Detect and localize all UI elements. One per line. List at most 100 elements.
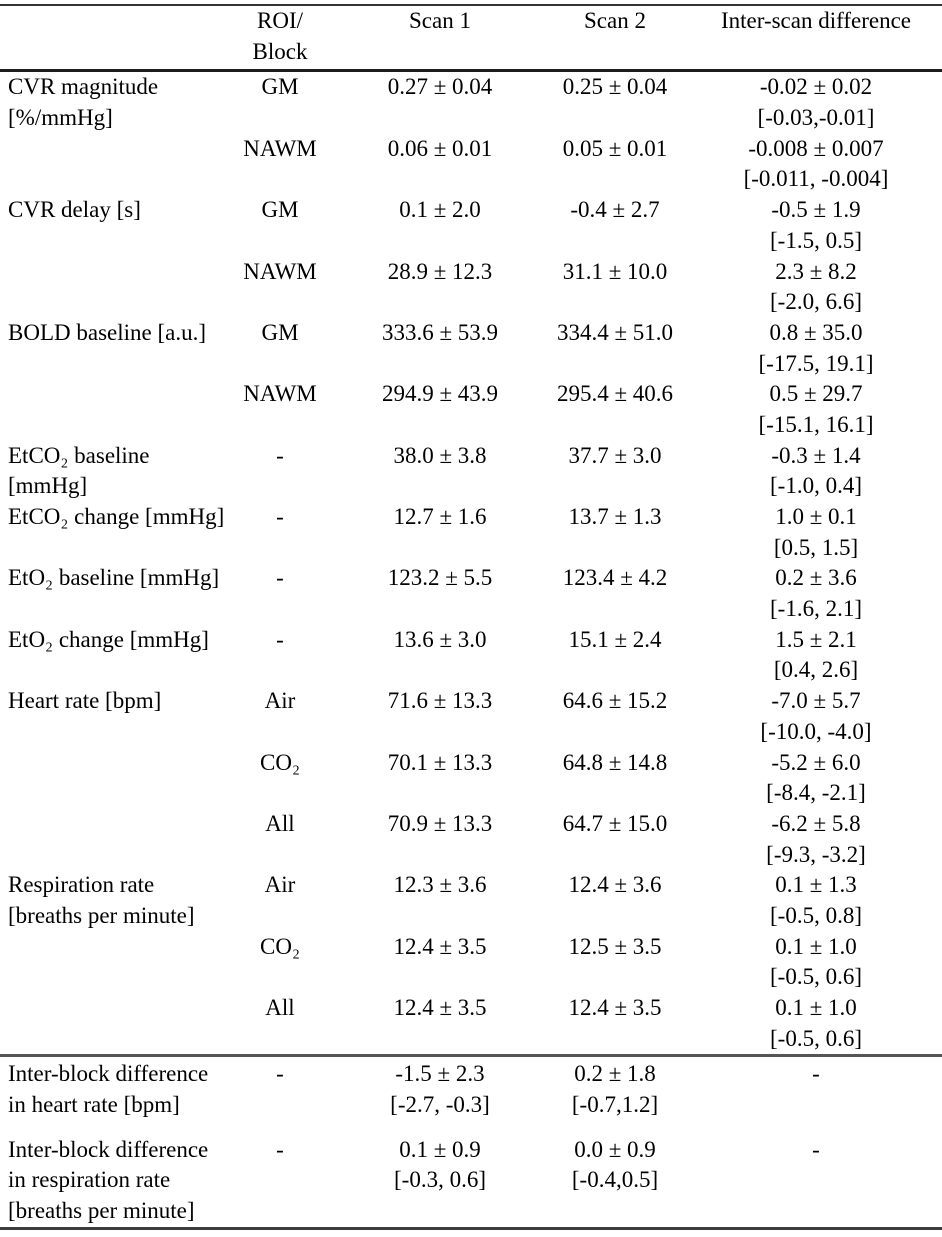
diff-ci: [-1.6, 2.1] <box>770 596 862 622</box>
scan2-value: -0.4 ± 2.7 <box>570 197 660 223</box>
cell-scan1: 294.9 ± 43.9 <box>340 379 540 440</box>
cell-parameter-label: Inter-block difference in respiration ra… <box>0 1121 220 1229</box>
scan1-value: 70.9 ± 13.3 <box>387 810 493 836</box>
cell-diff: 0.1 ± 1.0 [-0.5, 0.6] <box>690 993 942 1056</box>
cell-scan2: 64.7 ± 15.0 <box>540 809 690 870</box>
table-row: CVR magnitude [%/mmHg] GM 0.27 ± 0.04 0.… <box>0 71 942 134</box>
diff-value: 0.8 ± 35.0 <box>769 319 863 345</box>
scan1-value: 0.1 ± 0.9 <box>399 1136 481 1162</box>
diff-ci: [0.5, 1.5] <box>773 534 859 560</box>
cell-scan2: 31.1 ± 10.0 <box>540 257 690 318</box>
header-row: ROI/ Block Scan 1 Scan 2 Inter-scan diff… <box>0 5 942 71</box>
scan2-value: 31.1 ± 10.0 <box>562 258 668 284</box>
diff-value: - <box>812 1061 820 1087</box>
cell-diff: - <box>690 1056 942 1121</box>
cell-diff: -0.02 ± 0.02 [-0.03,-0.01] <box>690 71 942 134</box>
roi-value: Air <box>264 872 296 898</box>
diff-ci: [-0.5, 0.6] <box>770 964 862 990</box>
roi-value: CO₂ <box>260 933 300 959</box>
cell-scan2: 0.0 ± 0.9 [-0.4,0.5] <box>540 1121 690 1229</box>
cell-parameter-label: Inter-block difference in heart rate [bp… <box>0 1056 220 1121</box>
group-respiration-rate: Respiration rate [breaths per minute] Ai… <box>0 870 942 1056</box>
scan2-value: 15.1 ± 2.4 <box>568 626 662 652</box>
cell-diff: 0.5 ± 29.7 [-15.1, 16.1] <box>690 379 942 440</box>
table-row: EtCO₂ baseline [mmHg] - 38.0 ± 3.8 37.7 … <box>0 441 942 502</box>
cell-scan1: 12.7 ± 1.6 <box>340 502 540 563</box>
cell-roi: - <box>220 1121 340 1229</box>
cell-roi: - <box>220 1056 340 1121</box>
scan1-value: 0.06 ± 0.01 <box>387 135 493 161</box>
parameter-label-line: [%/mmHg] <box>8 105 113 131</box>
diff-value: -0.5 ± 1.9 <box>771 197 861 223</box>
roi-value: - <box>276 504 284 529</box>
diff-value: -0.3 ± 1.4 <box>771 442 861 468</box>
parameter-label-line: EtCO₂ baseline <box>8 442 150 468</box>
table-row: BOLD baseline [a.u.] GM 333.6 ± 53.9 334… <box>0 318 942 379</box>
parameter-label-line: Heart rate [bpm] <box>8 688 162 714</box>
scan2-value: 334.4 ± 51.0 <box>556 319 674 345</box>
scan2-value: 0.25 ± 0.04 <box>562 74 668 100</box>
scan1-value: 38.0 ± 3.8 <box>393 442 487 468</box>
table-row: Heart rate [bpm] Air 71.6 ± 13.3 64.6 ± … <box>0 686 942 747</box>
cell-diff: -0.008 ± 0.007 [-0.011, -0.004] <box>690 134 942 195</box>
roi-value: NAWM <box>243 135 317 161</box>
roi-value: All <box>265 995 295 1020</box>
roi-value: GM <box>261 74 299 100</box>
parameter-label-line: Respiration rate <box>8 872 155 898</box>
table-row: NAWM 0.06 ± 0.01 0.05 ± 0.01 -0.008 ± 0.… <box>0 134 942 195</box>
header-roi-line2: Block <box>252 38 308 64</box>
cell-parameter-label: Heart rate [bpm] <box>0 686 220 870</box>
group-interblock-heart-rate: Inter-block difference in heart rate [bp… <box>0 1055 942 1121</box>
diff-value: 0.1 ± 1.3 <box>775 872 857 898</box>
table-row: CVR delay [s] GM 0.1 ± 2.0 -0.4 ± 2.7 -0… <box>0 195 942 256</box>
cell-roi: NAWM <box>220 379 340 440</box>
cell-parameter-label: BOLD baseline [a.u.] <box>0 318 220 441</box>
scan2-value: 0.0 ± 0.9 <box>574 1136 656 1162</box>
scan1-value: 0.1 ± 2.0 <box>399 197 481 223</box>
cell-scan1: 12.4 ± 3.5 <box>340 993 540 1056</box>
cell-scan2: 12.5 ± 3.5 <box>540 932 690 993</box>
table-row: EtO₂ change [mmHg] - 13.6 ± 3.0 15.1 ± 2… <box>0 625 942 686</box>
roi-value: - <box>276 626 284 652</box>
scan2-value: 12.5 ± 3.5 <box>568 933 662 959</box>
parameter-label-line: Inter-block difference <box>8 1136 209 1162</box>
cell-roi: CO₂ <box>220 932 340 993</box>
cell-scan2: 0.2 ± 1.8 [-0.7,1.2] <box>540 1056 690 1121</box>
header-roi-line1: ROI/ <box>257 8 303 33</box>
scan2-value: 12.4 ± 3.6 <box>568 872 662 898</box>
scan1-value: 12.3 ± 3.6 <box>393 872 487 898</box>
scan2-value: 64.8 ± 14.8 <box>562 749 668 775</box>
group-eto2-change: EtO₂ change [mmHg] - 13.6 ± 3.0 15.1 ± 2… <box>0 625 942 686</box>
diff-ci: [-0.5, 0.8] <box>770 902 862 928</box>
table-row: All 12.4 ± 3.5 12.4 ± 3.5 0.1 ± 1.0 [-0.… <box>0 993 942 1056</box>
table-row: Inter-block difference in heart rate [bp… <box>0 1056 942 1121</box>
roi-value: NAWM <box>243 258 317 284</box>
diff-ci: [-0.03,-0.01] <box>757 105 875 131</box>
scan1-value: 0.27 ± 0.04 <box>387 74 493 100</box>
diff-value: -5.2 ± 6.0 <box>771 749 861 775</box>
cell-scan1: 0.27 ± 0.04 <box>340 71 540 134</box>
cell-diff: 2.3 ± 8.2 [-2.0, 6.6] <box>690 257 942 318</box>
roi-value: All <box>265 810 295 836</box>
roi-value: - <box>276 565 284 591</box>
cell-scan1: 12.3 ± 3.6 <box>340 870 540 931</box>
cell-scan1: 13.6 ± 3.0 <box>340 625 540 686</box>
parameter-label-line: [mmHg] <box>8 473 88 499</box>
cell-scan1: 123.2 ± 5.5 <box>340 563 540 624</box>
group-etco2-change: EtCO₂ change [mmHg] - 12.7 ± 1.6 13.7 ± … <box>0 502 942 563</box>
cell-scan1: 0.06 ± 0.01 <box>340 134 540 195</box>
header-scan2-label: Scan 2 <box>584 8 646 33</box>
cell-roi: - <box>220 502 340 563</box>
diff-value: -7.0 ± 5.7 <box>771 688 861 714</box>
cell-scan2: 295.4 ± 40.6 <box>540 379 690 440</box>
header-empty <box>0 5 220 71</box>
parameter-label-line: in heart rate [bpm] <box>8 1092 180 1118</box>
diff-ci: [-10.0, -4.0] <box>760 718 872 744</box>
cell-scan1: 12.4 ± 3.5 <box>340 932 540 993</box>
table-row: Inter-block difference in respiration ra… <box>0 1121 942 1229</box>
roi-value: CO₂ <box>260 749 300 775</box>
scan1-value: 13.6 ± 3.0 <box>393 626 487 652</box>
diff-value: 1.0 ± 0.1 <box>775 504 857 529</box>
cell-roi: NAWM <box>220 257 340 318</box>
cell-parameter-label: EtCO₂ change [mmHg] <box>0 502 224 563</box>
